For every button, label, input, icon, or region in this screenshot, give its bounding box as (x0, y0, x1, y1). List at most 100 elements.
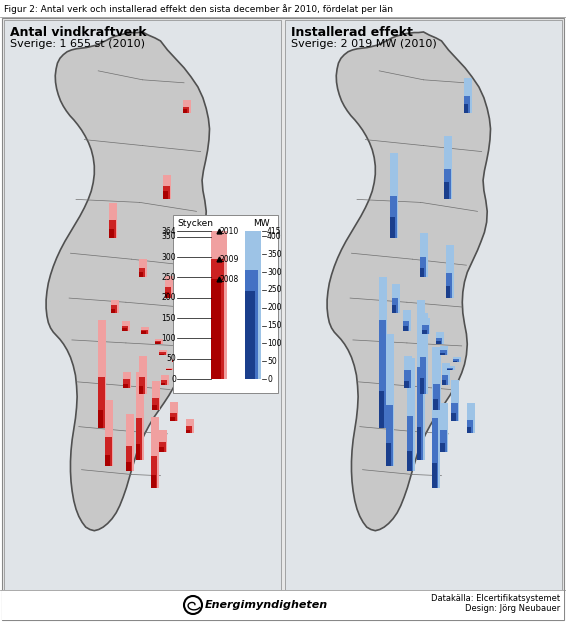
Bar (159, 442, 165, 452)
Bar (186, 426, 192, 433)
Bar (391, 196, 397, 238)
Bar (434, 383, 440, 410)
Bar (422, 325, 428, 334)
Bar (152, 404, 157, 410)
Bar (407, 452, 411, 471)
Bar (122, 322, 130, 331)
Bar (466, 420, 473, 433)
Bar (440, 430, 447, 452)
Bar (111, 309, 115, 313)
Bar (447, 369, 452, 370)
Bar (379, 320, 385, 428)
Text: 100: 100 (267, 339, 281, 348)
Bar (155, 343, 160, 344)
Text: 2010: 2010 (220, 226, 239, 235)
Bar (122, 325, 128, 331)
Bar (183, 109, 187, 113)
Bar (211, 279, 221, 379)
Text: 150: 150 (161, 313, 176, 323)
Bar (392, 306, 396, 313)
Bar (447, 366, 455, 370)
Bar (245, 271, 258, 379)
Bar (170, 402, 178, 420)
Bar (159, 350, 168, 355)
Bar (417, 299, 424, 459)
Bar (404, 356, 412, 388)
Bar (126, 446, 132, 471)
Bar (440, 350, 447, 355)
Bar (186, 419, 194, 433)
Text: 200: 200 (161, 293, 176, 302)
Polygon shape (46, 32, 209, 531)
Bar (151, 456, 157, 487)
Text: 200: 200 (267, 303, 281, 312)
Bar (446, 286, 451, 298)
Bar (441, 380, 447, 385)
Bar (419, 257, 426, 277)
Bar (159, 353, 164, 355)
Bar (98, 320, 106, 428)
Bar (166, 367, 174, 370)
Bar (142, 330, 148, 334)
Bar (419, 267, 424, 277)
Bar (171, 361, 177, 362)
Bar (164, 191, 168, 200)
Text: Energimyndigheten: Energimyndigheten (205, 600, 328, 610)
Bar (441, 363, 449, 385)
Text: Sverige: 1 655 st (2010): Sverige: 1 655 st (2010) (10, 39, 145, 49)
Text: 0: 0 (267, 375, 272, 383)
Bar (136, 418, 142, 459)
Bar (136, 444, 140, 459)
Text: 50: 50 (267, 357, 277, 366)
Text: 2009: 2009 (220, 255, 239, 263)
Bar (444, 136, 452, 200)
Bar (403, 310, 411, 331)
Bar (123, 384, 128, 388)
Bar (440, 353, 445, 355)
Bar (161, 380, 167, 385)
Text: 415: 415 (267, 226, 281, 235)
Bar (171, 359, 180, 362)
Bar (152, 397, 158, 410)
Bar (386, 334, 395, 466)
Bar (139, 272, 143, 277)
Bar (211, 231, 227, 379)
Bar (391, 217, 395, 238)
Bar (136, 371, 144, 459)
Bar (183, 100, 191, 113)
Bar (419, 313, 427, 394)
Bar (404, 381, 409, 388)
Bar (126, 462, 131, 471)
Text: Datakälla: Elcertifikatsystemet: Datakälla: Elcertifikatsystemet (431, 594, 560, 603)
Text: Figur 2: Antal verk och installerad effekt den sista december år 2010, fördelat : Figur 2: Antal verk och installerad effe… (4, 4, 393, 14)
Bar (139, 386, 143, 394)
Bar (379, 391, 384, 428)
Bar (417, 427, 421, 459)
Bar (432, 463, 436, 487)
Bar (403, 326, 408, 331)
Bar (186, 430, 190, 433)
Bar (432, 347, 440, 487)
Bar (391, 154, 398, 238)
Bar (245, 231, 261, 379)
Bar (451, 380, 460, 420)
Bar (392, 297, 398, 313)
Bar (123, 380, 130, 388)
Bar (151, 417, 159, 487)
Bar (419, 357, 426, 394)
Bar (446, 273, 452, 298)
Bar (164, 175, 171, 200)
Text: 300: 300 (161, 253, 176, 262)
Bar (464, 96, 470, 113)
Bar (245, 290, 255, 379)
Bar (453, 357, 461, 362)
Text: 350: 350 (267, 249, 282, 258)
Bar (417, 367, 423, 459)
Bar (440, 403, 448, 452)
Bar (453, 359, 459, 362)
Bar (285, 20, 562, 618)
Text: Antal vindkraftverk: Antal vindkraftverk (10, 26, 147, 39)
Text: 100: 100 (161, 334, 176, 343)
Bar (173, 215, 278, 393)
Bar (446, 245, 454, 298)
